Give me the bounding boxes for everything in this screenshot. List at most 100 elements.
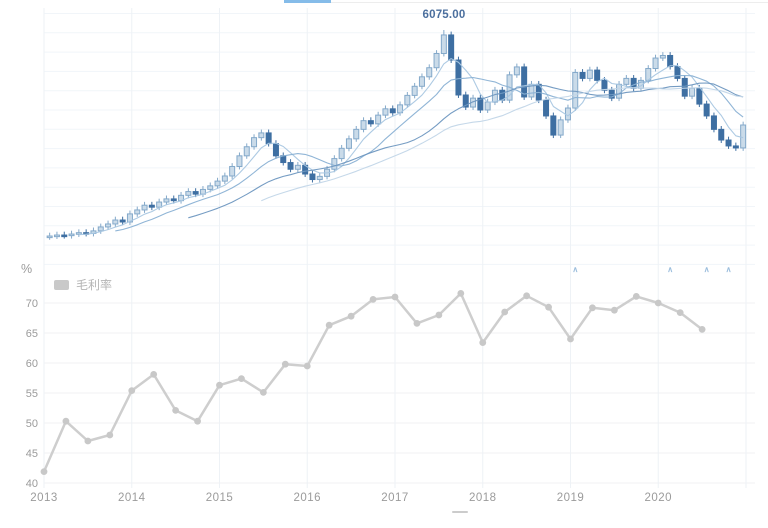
data-point[interactable]: [698, 326, 706, 333]
candlestick[interactable]: [294, 164, 301, 170]
data-point[interactable]: [457, 290, 465, 297]
event-marker-icon[interactable]: ∧: [704, 265, 710, 274]
candlestick[interactable]: [163, 198, 170, 203]
candlestick[interactable]: [148, 204, 155, 208]
candlestick[interactable]: [389, 108, 396, 114]
candlestick[interactable]: [105, 223, 112, 228]
candlestick[interactable]: [659, 54, 666, 59]
data-point[interactable]: [40, 468, 48, 475]
candlestick[interactable]: [207, 185, 214, 190]
candlestick[interactable]: [616, 83, 623, 99]
data-point[interactable]: [545, 303, 552, 311]
candlestick[interactable]: [521, 66, 528, 98]
candlestick[interactable]: [710, 115, 717, 130]
candlestick[interactable]: [258, 132, 265, 139]
data-point[interactable]: [325, 321, 333, 329]
candlestick[interactable]: [681, 77, 688, 97]
event-marker-icon[interactable]: ∧: [667, 265, 673, 274]
candlestick[interactable]: [732, 145, 739, 149]
candlestick[interactable]: [543, 99, 550, 117]
active-tab-indicator[interactable]: [284, 0, 331, 3]
candlestick[interactable]: [141, 204, 148, 211]
candlestick[interactable]: [572, 71, 579, 109]
data-point[interactable]: [238, 375, 245, 382]
candlestick[interactable]: [360, 120, 367, 130]
candlestick[interactable]: [375, 114, 382, 125]
candlestick[interactable]: [477, 97, 484, 111]
candlestick[interactable]: [46, 235, 53, 239]
candlestick[interactable]: [75, 232, 82, 235]
candlestick[interactable]: [53, 234, 60, 238]
data-point[interactable]: [479, 339, 487, 346]
candlestick[interactable]: [601, 79, 608, 91]
data-point[interactable]: [435, 311, 443, 319]
candlestick[interactable]: [404, 94, 411, 106]
candlestick[interactable]: [433, 53, 440, 69]
candlestick[interactable]: [623, 77, 630, 85]
candlestick[interactable]: [214, 180, 221, 187]
candlestick[interactable]: [331, 158, 338, 170]
candlestick[interactable]: [411, 85, 418, 96]
event-marker-icon[interactable]: ∧: [726, 265, 732, 274]
candlestick[interactable]: [112, 219, 119, 225]
data-point[interactable]: [567, 335, 574, 343]
candlestick[interactable]: [243, 146, 250, 157]
candlestick[interactable]: [484, 101, 491, 111]
candlestick[interactable]: [579, 71, 586, 79]
data-point[interactable]: [347, 312, 355, 320]
data-point[interactable]: [128, 387, 136, 394]
candlestick[interactable]: [725, 139, 732, 147]
candlestick[interactable]: [287, 162, 294, 170]
data-point[interactable]: [194, 417, 201, 425]
candlestick[interactable]: [229, 165, 236, 177]
candlestick[interactable]: [448, 34, 455, 61]
candlestick[interactable]: [192, 191, 199, 195]
data-point[interactable]: [84, 437, 92, 445]
candlestick[interactable]: [696, 87, 703, 105]
candlestick[interactable]: [119, 219, 126, 223]
candlestick[interactable]: [594, 69, 601, 81]
data-point[interactable]: [150, 371, 158, 378]
candlestick[interactable]: [426, 67, 433, 78]
data-point[interactable]: [281, 360, 289, 368]
candlestick[interactable]: [491, 89, 498, 103]
data-point[interactable]: [259, 389, 267, 396]
candlestick[interactable]: [272, 143, 279, 157]
candlestick[interactable]: [126, 213, 133, 223]
candlestick[interactable]: [513, 66, 520, 76]
legend-item-gross-margin[interactable]: 毛利率: [54, 276, 112, 293]
candlestick[interactable]: [674, 66, 681, 79]
candlestick[interactable]: [68, 233, 75, 237]
candlestick[interactable]: [652, 57, 659, 70]
candlestick[interactable]: [630, 77, 637, 89]
data-point[interactable]: [413, 320, 421, 327]
data-point[interactable]: [106, 431, 114, 439]
candlestick[interactable]: [667, 54, 674, 68]
candlestick[interactable]: [455, 59, 462, 96]
candlestick[interactable]: [440, 34, 447, 55]
candlestick[interactable]: [353, 128, 360, 140]
data-point[interactable]: [610, 306, 618, 314]
candlestick[interactable]: [689, 87, 696, 97]
data-point[interactable]: [391, 293, 399, 301]
candlestick[interactable]: [418, 76, 425, 87]
candlestick[interactable]: [221, 175, 228, 182]
candlestick[interactable]: [740, 124, 747, 149]
data-point[interactable]: [589, 304, 596, 312]
data-point[interactable]: [501, 308, 509, 316]
data-point[interactable]: [632, 293, 640, 300]
candlestick[interactable]: [703, 103, 710, 117]
candlestick[interactable]: [557, 119, 564, 136]
data-point[interactable]: [676, 309, 684, 316]
candlestick[interactable]: [382, 108, 389, 116]
data-point[interactable]: [216, 381, 223, 389]
candlestick[interactable]: [345, 138, 352, 149]
candlestick[interactable]: [251, 137, 258, 148]
data-point[interactable]: [369, 296, 377, 303]
panel-resize-handle[interactable]: [452, 511, 468, 513]
candlestick[interactable]: [338, 147, 345, 160]
candlestick[interactable]: [61, 234, 68, 238]
data-point[interactable]: [654, 299, 662, 307]
data-point[interactable]: [62, 417, 70, 425]
